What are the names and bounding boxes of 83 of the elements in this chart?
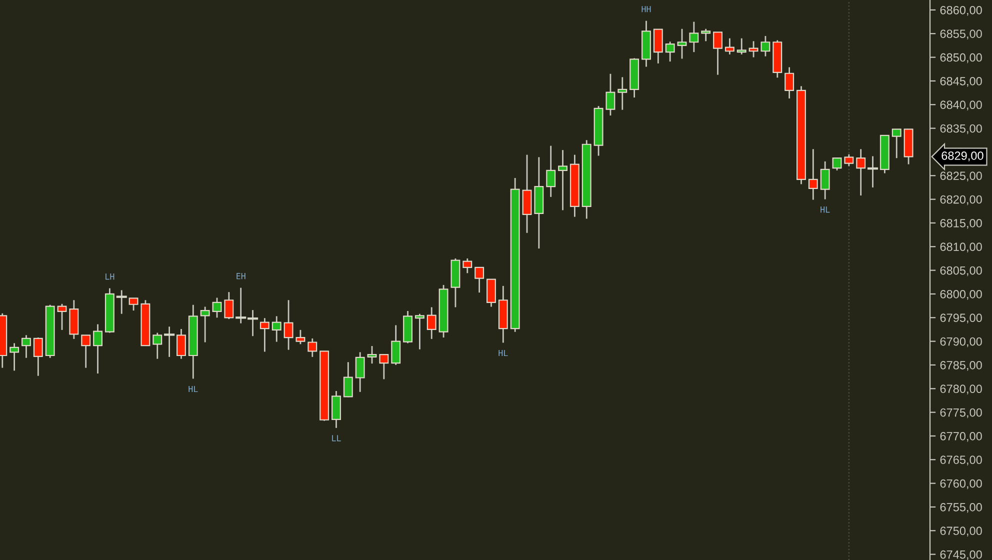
y-tick-label: 6750,00 [940, 526, 982, 536]
candlestick [606, 73, 616, 116]
y-tick-label: 6780,00 [940, 384, 982, 394]
candlestick [57, 303, 67, 331]
candlestick [284, 299, 294, 351]
candlestick [224, 291, 234, 320]
y-tick-label: 6840,00 [940, 100, 982, 110]
candlestick [486, 278, 496, 308]
y-tick-label: 6790,00 [940, 337, 982, 348]
candlestick [212, 297, 222, 318]
candlestick [856, 148, 866, 196]
candlestick [546, 145, 556, 198]
candlestick [832, 157, 842, 172]
candlestick [379, 354, 389, 380]
candlestick [414, 313, 424, 350]
candlestick [164, 326, 175, 358]
y-tick-label: 6835,00 [940, 124, 982, 134]
candlestick [343, 361, 353, 398]
text: 6829,00 [942, 151, 984, 162]
candlestick [808, 148, 818, 200]
candlestick [426, 306, 436, 340]
candlestick [892, 128, 902, 159]
candlestick [81, 334, 91, 369]
candlestick [367, 345, 377, 364]
candlestick [618, 76, 628, 111]
y-tick-label: 6815,00 [940, 218, 982, 229]
candlestick [272, 316, 282, 342]
candlestick [689, 21, 699, 53]
candlestick [474, 266, 484, 294]
candlestick [391, 324, 401, 366]
annotation: HL [188, 386, 198, 392]
candlestick [308, 338, 318, 358]
candlestick [200, 306, 210, 343]
annotation: HL [820, 206, 830, 213]
y-tick-label: 6805,00 [940, 266, 982, 276]
candlestick [260, 317, 270, 352]
y-tick-label: 6760,00 [940, 479, 982, 490]
y-tick-label: 6775,00 [940, 408, 982, 418]
y-tick-label: 6800,00 [940, 290, 982, 300]
y-tick-label: 6810,00 [940, 242, 982, 252]
y-tick-label: 6850,00 [940, 53, 982, 64]
candlestick [93, 324, 102, 374]
candlestick [820, 160, 830, 200]
y-tick-label: 6860,00 [940, 6, 982, 16]
y-tick-label: 6825,00 [940, 172, 982, 182]
candlestick [558, 149, 568, 211]
candlestick [22, 334, 31, 359]
candlestick [116, 289, 127, 315]
candlestick [33, 336, 43, 377]
candlestick [10, 342, 20, 372]
y-tick-label: 6745,00 [940, 550, 982, 560]
annotation: LH [106, 274, 114, 280]
annotation: HH [642, 6, 651, 12]
candlestick [760, 35, 770, 58]
candlestick [128, 298, 138, 312]
annotation: LL [332, 435, 341, 442]
candlestick [784, 66, 794, 100]
y-tick-label: 6845,00 [940, 76, 982, 87]
candlestick [844, 154, 854, 167]
candlestick [462, 258, 472, 274]
candlestick [176, 328, 186, 360]
y-tick-label: 6795,00 [940, 314, 982, 324]
y-tick-label: 6765,00 [940, 456, 982, 466]
y-tick-label: 6770,00 [940, 432, 982, 442]
candlestick [724, 38, 734, 56]
candlestick [152, 332, 162, 360]
candlestick [355, 351, 365, 393]
candlestick [736, 38, 746, 56]
annotation: HL [498, 350, 508, 356]
candlestick [748, 40, 758, 58]
y-tick-label: 6820,00 [940, 195, 982, 206]
candlestick [701, 28, 711, 42]
candlestick [713, 31, 722, 76]
candlestick [653, 28, 663, 64]
y-tick-label: 6755,00 [940, 503, 982, 513]
candlestick [867, 156, 878, 188]
y-tick-label: 6785,00 [940, 361, 982, 371]
annotation: EH [236, 273, 246, 280]
candlestick [332, 390, 341, 429]
candlestick [677, 28, 687, 60]
y-tick-label: 6855,00 [940, 30, 982, 40]
candlestick [665, 40, 675, 62]
candlestick [296, 329, 306, 345]
